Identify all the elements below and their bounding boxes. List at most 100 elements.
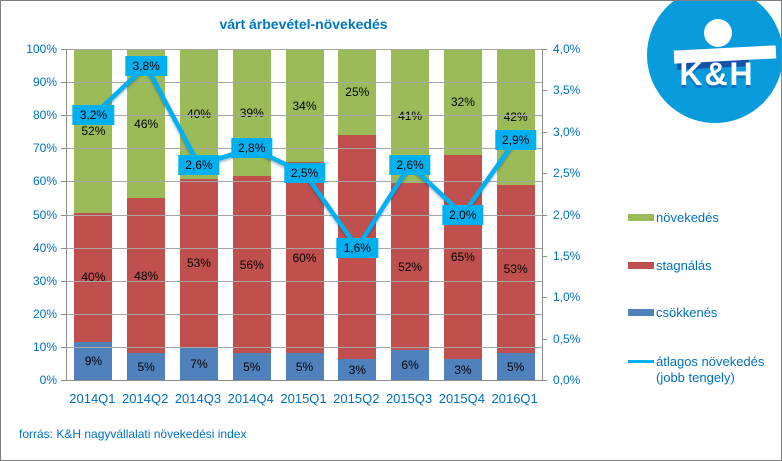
y-axis-tick (61, 346, 66, 348)
legend-item: csökkenés (628, 305, 774, 321)
x-axis-label: 2014Q2 (122, 391, 169, 406)
bar-value-label: 52% (398, 259, 423, 274)
x-axis-label: 2015Q1 (280, 391, 327, 406)
y-axis-tick (61, 49, 66, 50)
bar-value-label: 3% (454, 362, 472, 377)
line-point-label: 2,0% (442, 204, 484, 225)
legend-box-swatch (628, 262, 654, 270)
x-axis: 2014Q1 2014Q2 2014Q3 2014Q4 2015Q1 2015Q2 2015… (66, 391, 541, 406)
bar-segment-csokkenes: 5% (127, 353, 166, 380)
right-axis-tick-label: 4,0% (553, 42, 581, 56)
bar-value-label: 5% (295, 359, 314, 374)
right-axis-tick-label: 2,5% (553, 166, 581, 181)
bar-value-label: 6% (401, 358, 419, 373)
bar-segment-stagnalas: 56% (232, 176, 271, 354)
bar-value-label: 40% (186, 107, 211, 121)
right-axis-tick (542, 90, 547, 92)
right-axis-tick (542, 297, 547, 299)
y-axis-tick (61, 115, 66, 117)
bar-segment-csokkenes: 3% (443, 359, 482, 380)
bar-value-label: 65% (450, 250, 475, 265)
legend-label: csökkenés (656, 305, 718, 320)
y-axis-tick (61, 214, 66, 216)
line-point-label: 3,2% (72, 105, 115, 126)
bar-value-label: 3% (348, 362, 366, 377)
bar-value-label: 48% (134, 268, 159, 283)
bar-value-label: 32% (450, 95, 475, 110)
bar-segment-novekedes: 25% (338, 49, 377, 135)
y-axis-tick-label: 30% (32, 273, 57, 288)
bar-group: 5% 53% 42% (489, 49, 542, 380)
bar-value-label: 60% (292, 250, 317, 265)
bar-group: 5% 60% 34% (278, 49, 331, 380)
bar-value-label: 42% (503, 109, 528, 124)
bar-value-label: 5% (243, 359, 261, 374)
bar-value-label: 5% (137, 359, 155, 374)
right-axis-tick (542, 255, 547, 257)
right-axis-tick-label: 0,0% (553, 373, 581, 387)
legend-item: növekedés (628, 210, 774, 226)
right-axis-tick (542, 49, 547, 50)
y-axis-tick (61, 380, 66, 381)
bar-segment-csokkenes: 3% (338, 359, 377, 380)
gridline (67, 82, 542, 84)
y-axis-tick-label: 60% (32, 174, 57, 189)
legend-item: átlagos növekedés (jobb tengely) (628, 354, 774, 386)
x-axis-label: 2015Q3 (385, 391, 433, 406)
bar-segment-novekedes: 42% (496, 49, 535, 185)
bar-segment-csokkenes: 5% (285, 353, 324, 380)
gridline (67, 313, 542, 315)
y-axis-tick (61, 313, 66, 315)
logo-person-head-icon (704, 19, 732, 47)
line-point-label: 3,8% (125, 55, 167, 76)
bar-segment-novekedes: 34% (285, 49, 324, 163)
legend-label: stagnálás (656, 258, 712, 273)
legend-label: növekedés (656, 210, 719, 225)
stacked-bar: 3% 65% 32% (443, 49, 482, 380)
bar-segment-csokkenes: 5% (232, 353, 271, 380)
right-axis-tick-label: 1,5% (553, 248, 581, 263)
gridline (67, 247, 542, 249)
line-point-label: 1,6% (336, 237, 378, 258)
gridline (67, 148, 542, 150)
line-point-label: 2,8% (231, 138, 273, 159)
line-point-label: 2,5% (283, 163, 326, 184)
bar-value-label: 9% (84, 353, 103, 368)
bar-value-label: 52% (81, 123, 106, 138)
right-axis-tick-label: 1,0% (553, 290, 581, 305)
y-axis-tick-label: 10% (32, 339, 57, 354)
stacked-bar: 9% 40% 52% (74, 49, 113, 380)
y-axis-tick-label: 40% (32, 240, 57, 255)
right-axis-tick (542, 380, 547, 381)
bar-value-label: 5% (506, 359, 525, 374)
right-axis-tick (542, 214, 547, 216)
x-axis-label: 2014Q1 (69, 391, 116, 406)
y-axis-tick-label: 20% (32, 306, 57, 321)
bar-segment-stagnalas: 53% (179, 179, 218, 348)
right-axis-tick-label: 2,0% (553, 207, 581, 222)
stacked-bar: 5% 53% 42% (496, 49, 535, 380)
line-point-label: 2,6% (389, 154, 431, 175)
bar-segment-novekedes: 32% (443, 49, 482, 156)
gridline (67, 280, 542, 282)
y-axis-tick (61, 280, 66, 282)
y-axis-tick-label: 90% (32, 75, 57, 90)
x-axis-label: 2014Q4 (227, 391, 274, 406)
bar-value-label: 7% (190, 356, 208, 371)
x-axis-label: 2014Q3 (174, 391, 222, 406)
chart-title: várt árbevétel-növekedés (219, 16, 388, 32)
legend-box-swatch (628, 214, 654, 222)
y-axis-tick-label: 80% (32, 108, 57, 123)
bar-value-label: 25% (345, 84, 370, 99)
bar-segment-stagnalas: 53% (496, 184, 535, 354)
right-axis-tick (542, 173, 547, 175)
gridline (67, 346, 542, 348)
legend-line-swatch (628, 360, 654, 363)
y-axis-tick-label: 0% (39, 373, 57, 387)
legend-label: átlagos növekedés (jobb tengely) (656, 354, 765, 385)
bar-segment-csokkenes: 6% (391, 350, 430, 380)
x-axis-label: 2015Q2 (333, 391, 380, 406)
bar-segment-stagnalas: 40% (74, 212, 113, 342)
bar-value-label: 53% (186, 256, 211, 271)
legend-item: stagnálás (628, 258, 774, 274)
